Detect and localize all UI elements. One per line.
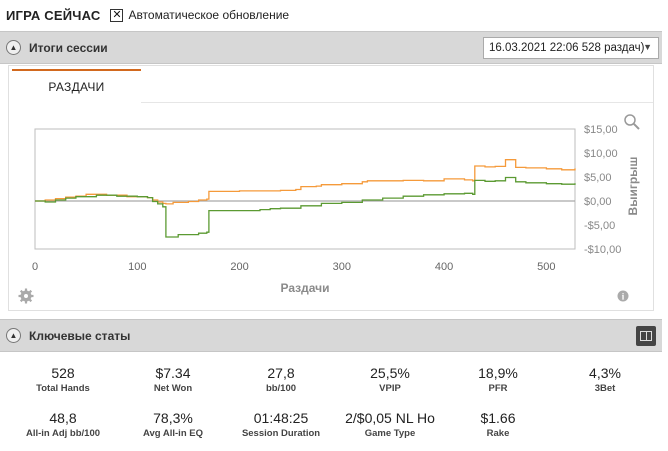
columns-icon[interactable] [636,326,656,346]
stat-value: $7.34 [155,365,191,381]
stat-3bet: 4,3% 3Bet [550,365,660,394]
stat-value: 48,8 [49,410,77,426]
y-tick-label: $10,00 [584,148,618,160]
plot-frame [34,128,576,250]
x-tick-label: 300 [333,261,351,273]
stat-value: 528 [51,365,75,381]
session-select-value: 16.03.2021 22:06 528 раздач) [489,42,645,54]
gear-icon-tooth [28,298,33,303]
chevron-up-icon[interactable]: ▲ [6,328,21,343]
stat-value: 18,9% [478,365,518,381]
tab-divider [141,102,653,103]
stat-avg-allin-eq: 78,3% Avg All-in EQ [118,410,228,439]
info-icon-glyph: i [622,292,625,302]
x-tick-label: 0 [32,261,38,273]
key-stats-panel: 528 Total Hands $7.34 Net Won 27,8 bb/10… [0,354,662,451]
gear-icon-tooth [28,289,33,294]
chevron-up-icon[interactable]: ▲ [6,40,21,55]
stat-value: 25,5% [370,365,410,381]
stat-value: 2/$0,05 NL Ho [345,410,435,426]
stat-rake: $1.66 Rake [443,410,553,439]
stat-total-hands: 528 Total Hands [8,365,118,394]
info-icon [617,290,629,302]
session-summary-header: ▲ Итоги сессии 16.03.2021 22:06 528 разд… [0,31,662,64]
zoom-icon [624,114,636,126]
y-tick-label: -$5,00 [584,220,615,232]
tab-hands-label: РАЗДАЧИ [48,80,105,94]
stat-value: 27,8 [267,365,295,381]
y-tick-label: -$10,00 [584,244,621,256]
auto-update-checkbox[interactable]: ✕ [110,8,124,22]
winnings-chart: 0 100 200 300 400 500 $15,00 $10,00 $5,00 $0,00 -$… [18,114,640,304]
y-tick-label: $5,00 [584,172,612,184]
y-tick-label: $15,00 [584,124,618,136]
y-tick-label: $0,00 [584,196,612,208]
stat-value: 78,3% [153,410,193,426]
chart-panel: РАЗДАЧИ [8,65,654,311]
stat-net-won: $7.34 Net Won [118,365,228,394]
stat-label: Rake [486,428,510,439]
x-tick-label: 500 [537,261,555,273]
stat-label: bb/100 [265,383,297,394]
session-summary-title: Итоги сессии [29,40,108,55]
stat-session-duration: 01:48:25 Session Duration [226,410,336,439]
auto-update-label[interactable]: Автоматическое обновление [128,8,290,22]
chevron-down-icon: ▼ [643,42,652,52]
x-tick-label: 100 [128,261,146,273]
gear-icon-tooth [19,298,24,303]
stat-value: 01:48:25 [253,410,309,426]
stat-label: Avg All-in EQ [143,428,203,439]
stat-pfr: 18,9% PFR [443,365,553,394]
x-tick-label: 200 [230,261,248,273]
series-line-green [35,176,576,238]
session-select-dropdown[interactable]: 16.03.2021 22:06 528 раздач) ▼ [483,37,659,59]
x-axis-label: Раздачи [281,281,330,295]
stat-label: All-in Adj bb/100 [25,428,101,439]
stat-label: Net Won [153,383,193,394]
stat-value: $1.66 [480,410,516,426]
stat-label: PFR [488,383,508,394]
stat-value: 4,3% [589,365,621,381]
stat-label: VPIP [379,383,401,394]
zoom-icon-handle [633,123,640,130]
stat-allin-adj: 48,8 All-in Adj bb/100 [8,410,118,439]
stat-vpip: 25,5% VPIP [335,365,445,394]
stat-label: Game Type [364,428,416,439]
stat-bb100: 27,8 bb/100 [226,365,336,394]
stat-label: 3Bet [594,383,616,394]
key-stats-title: Ключевые статы [29,328,131,343]
x-tick-label: 400 [435,261,453,273]
gear-icon-tooth [19,289,24,294]
tab-hands[interactable]: РАЗДАЧИ [12,69,141,103]
top-bar: ИГРА СЕЙЧАС ✕ Автоматическое обновление [0,0,668,30]
stat-label: Session Duration [241,428,321,439]
stat-game-type: 2/$0,05 NL Ho Game Type [335,410,445,439]
key-stats-header: ▲ Ключевые статы [0,319,662,352]
stat-label: Total Hands [36,383,90,394]
gear-icon-hole [24,294,28,298]
y-axis-label: Выигрыш [626,157,640,216]
page-title: ИГРА СЕЙЧАС [6,7,101,23]
